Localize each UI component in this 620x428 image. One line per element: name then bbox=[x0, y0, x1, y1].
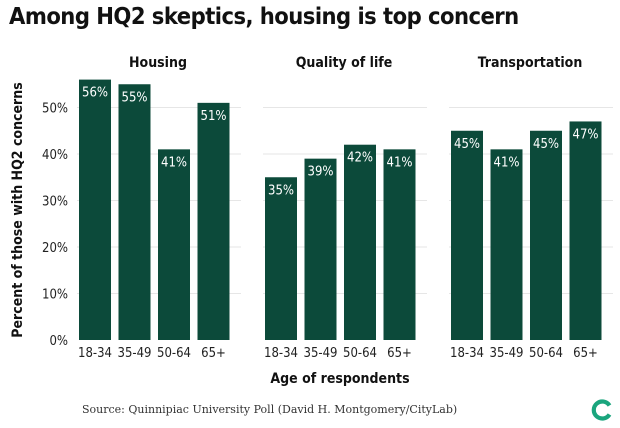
y-tick-label: 40% bbox=[42, 148, 68, 163]
bar bbox=[79, 79, 111, 340]
chart-title: Among HQ2 skeptics, housing is top conce… bbox=[9, 4, 519, 30]
y-tick-label: 0% bbox=[49, 334, 68, 349]
x-tick-label: 50-64 bbox=[157, 346, 191, 361]
bar bbox=[490, 149, 523, 340]
bar bbox=[197, 102, 230, 340]
x-tick-label: 35-49 bbox=[304, 346, 338, 361]
bar bbox=[530, 130, 562, 340]
x-axis-title: Age of respondents bbox=[270, 371, 409, 387]
faceted-bar-chart: 0% 10% 20% 30% 40% 50% Percent of those with H… bbox=[10, 55, 613, 387]
x-tick-label: 65+ bbox=[201, 346, 226, 361]
bar bbox=[344, 144, 376, 340]
x-tick-label: 50-64 bbox=[529, 346, 563, 361]
data-label: 42% bbox=[347, 151, 373, 166]
x-tick-label: 50-64 bbox=[343, 346, 377, 361]
data-label: 51% bbox=[201, 109, 227, 124]
panel-title: Quality of life bbox=[296, 55, 393, 71]
bar bbox=[158, 149, 190, 340]
x-tick-label: 35-49 bbox=[118, 346, 152, 361]
y-tick-label: 50% bbox=[42, 102, 68, 117]
x-tick-label: 18-34 bbox=[78, 346, 112, 361]
data-label: 56% bbox=[82, 86, 108, 101]
data-label: 55% bbox=[122, 90, 148, 105]
data-label: 41% bbox=[161, 155, 187, 170]
data-label: 47% bbox=[573, 127, 599, 142]
panel-0 bbox=[79, 79, 230, 340]
data-label: 39% bbox=[308, 165, 334, 180]
bars bbox=[79, 79, 602, 340]
y-axis-title: Percent of those with HQ2 concerns bbox=[10, 82, 26, 337]
panel-title: Housing bbox=[129, 55, 187, 71]
y-tick-label: 20% bbox=[42, 241, 68, 256]
bar bbox=[569, 121, 602, 340]
data-label: 41% bbox=[494, 155, 520, 170]
source-note: Source: Quinnipiac University Poll (Davi… bbox=[82, 403, 458, 416]
bar bbox=[451, 130, 483, 340]
panel-2 bbox=[451, 121, 602, 340]
citylab-logo-icon bbox=[591, 399, 612, 421]
bar bbox=[304, 158, 337, 340]
x-tick-label: 18-34 bbox=[264, 346, 298, 361]
bar bbox=[265, 177, 297, 340]
y-tick-label: 30% bbox=[42, 195, 68, 210]
x-tick-label: 18-34 bbox=[450, 346, 484, 361]
panel-1 bbox=[265, 144, 416, 340]
y-tick-label: 10% bbox=[42, 288, 68, 303]
data-label: 45% bbox=[533, 137, 559, 152]
data-label: 45% bbox=[454, 137, 480, 152]
x-tick-label: 65+ bbox=[387, 346, 412, 361]
panel-title: Transportation bbox=[478, 55, 583, 71]
labels: 0% 10% 20% 30% 40% 50% Percent of those with H… bbox=[10, 55, 599, 387]
data-label: 41% bbox=[387, 155, 413, 170]
x-tick-label: 65+ bbox=[573, 346, 598, 361]
bar bbox=[118, 84, 151, 340]
x-tick-label: 35-49 bbox=[490, 346, 524, 361]
data-label: 35% bbox=[268, 183, 294, 198]
bar bbox=[383, 149, 416, 340]
